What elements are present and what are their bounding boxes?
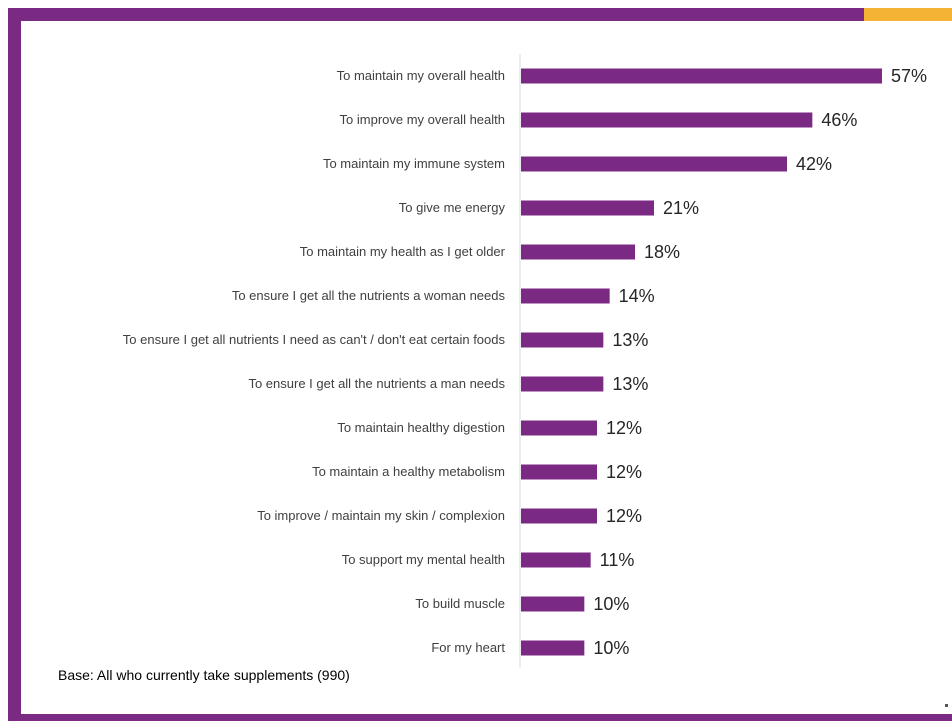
bar bbox=[521, 596, 585, 612]
bar bbox=[521, 332, 604, 348]
bar bbox=[521, 420, 597, 436]
data-label: 57% bbox=[891, 66, 927, 86]
bar bbox=[521, 288, 610, 304]
data-label: 46% bbox=[821, 110, 857, 130]
bar bbox=[521, 464, 597, 480]
data-label: 13% bbox=[612, 374, 648, 394]
data-label: 12% bbox=[606, 506, 642, 526]
category-label: To maintain my overall health bbox=[337, 68, 505, 83]
frame-left-border bbox=[8, 8, 21, 721]
category-label: To maintain a healthy metabolism bbox=[312, 464, 505, 479]
category-label: To ensure I get all nutrients I need as … bbox=[123, 332, 506, 347]
data-label: 21% bbox=[663, 198, 699, 218]
category-label: To maintain my health as I get older bbox=[300, 244, 506, 259]
data-label: 18% bbox=[644, 242, 680, 262]
bar bbox=[521, 508, 597, 524]
category-label: To improve my overall health bbox=[340, 112, 505, 127]
data-label: 12% bbox=[606, 462, 642, 482]
data-label: 10% bbox=[593, 594, 629, 614]
bar bbox=[521, 112, 813, 128]
data-label: 12% bbox=[606, 418, 642, 438]
category-label: To support my mental health bbox=[342, 552, 505, 567]
bar bbox=[521, 156, 787, 172]
bar bbox=[521, 552, 591, 568]
frame-accent-bar bbox=[864, 8, 952, 21]
bar bbox=[521, 200, 654, 216]
base-footnote: Base: All who currently take supplements… bbox=[58, 667, 350, 683]
data-label: 42% bbox=[796, 154, 832, 174]
bar bbox=[521, 640, 585, 656]
data-label: 11% bbox=[600, 550, 635, 570]
category-label: To build muscle bbox=[415, 596, 505, 611]
data-label: 13% bbox=[612, 330, 648, 350]
category-label: For my heart bbox=[431, 640, 505, 655]
bar bbox=[521, 244, 635, 260]
category-label: To improve / maintain my skin / complexi… bbox=[257, 508, 505, 523]
frame-top-border bbox=[8, 8, 864, 21]
frame-bottom-border bbox=[8, 714, 952, 721]
category-label: To maintain healthy digestion bbox=[337, 420, 505, 435]
data-label: 14% bbox=[619, 286, 655, 306]
category-label: To ensure I get all the nutrients a man … bbox=[248, 376, 505, 391]
category-label: To ensure I get all the nutrients a woma… bbox=[232, 288, 506, 303]
bar bbox=[521, 68, 882, 84]
data-label: 10% bbox=[593, 638, 629, 658]
category-label: To give me energy bbox=[399, 200, 506, 215]
bar bbox=[521, 376, 604, 392]
corner-dot bbox=[945, 704, 948, 707]
category-label: To maintain my immune system bbox=[323, 156, 505, 171]
